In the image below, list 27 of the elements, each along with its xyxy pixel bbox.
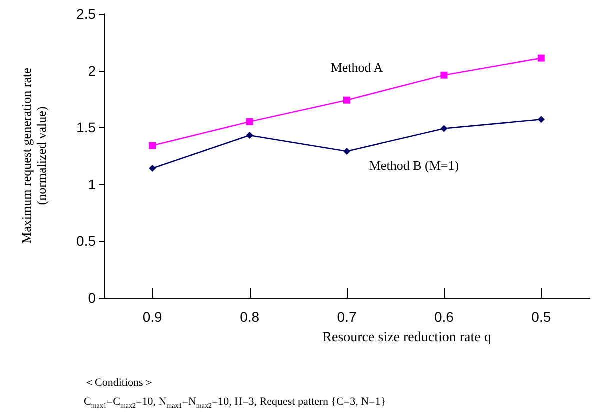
point [149, 164, 156, 172]
point [246, 118, 254, 126]
y-tick-label: 2 [88, 62, 96, 79]
y-tick-label: 0 [88, 290, 96, 306]
y-tick-label: 0.5 [76, 233, 96, 250]
text: C$_{max1}$=C$_{max2}$=10, N$_{max1}$=N$_{max2}$=10, H=3, Request pattern {C=3, N=1} [84, 396, 386, 410]
x-tick-label: 0.9 [142, 309, 163, 325]
x-tick-label: 0.6 [434, 309, 454, 325]
text: ＜Conditions＞ [84, 376, 156, 391]
point [440, 125, 448, 132]
y-tick-label: 2.5 [76, 6, 96, 22]
y-tick-label: 1 [88, 176, 96, 192]
point [344, 96, 350, 104]
point [149, 142, 156, 150]
point [246, 132, 254, 140]
point [538, 116, 545, 124]
point [440, 72, 448, 79]
x-tick-label: 0.7 [337, 309, 357, 325]
point [344, 148, 350, 155]
x-axis-title: Resource size reduction rate q [322, 330, 492, 346]
x-tick-label: 0.5 [532, 309, 552, 325]
series-label: Method B (M=1) [369, 158, 460, 174]
x-tick-label: 0.8 [240, 309, 260, 325]
series-label: Method A [330, 60, 384, 75]
point [538, 54, 545, 62]
y-axis-title: Maximum request generation rate (normalized value) [19, 68, 49, 244]
y-tick-label: 1.5 [76, 120, 96, 136]
